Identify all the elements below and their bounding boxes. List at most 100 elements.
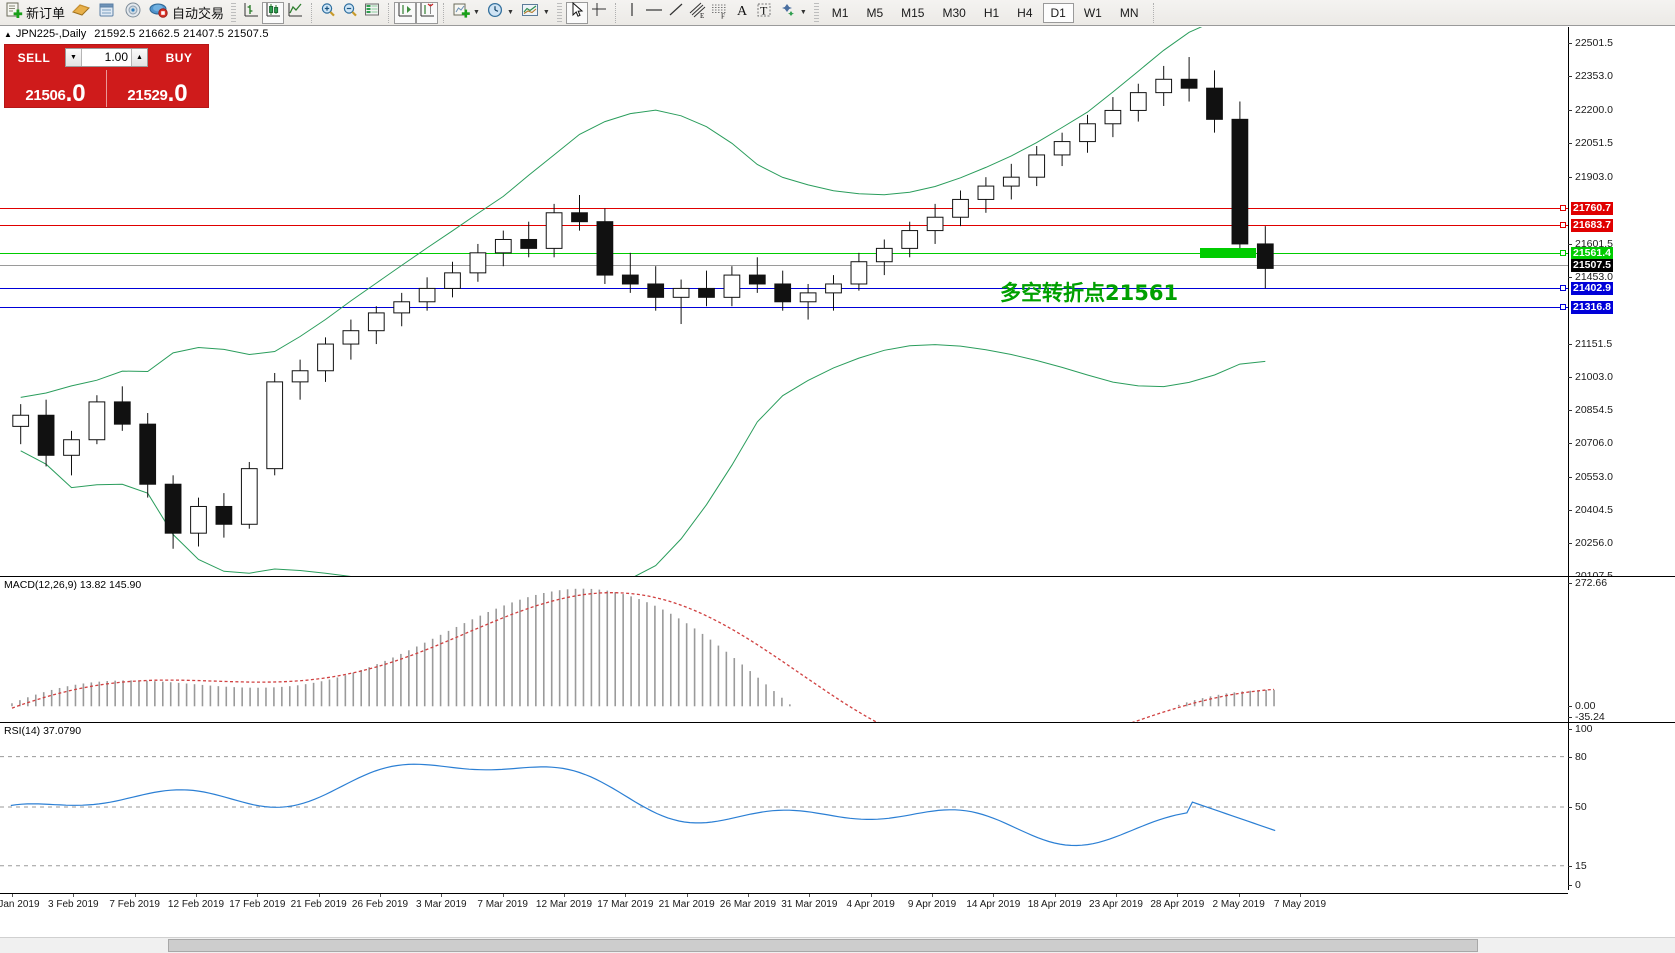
volume-dropdown-icon[interactable]: ▼	[66, 49, 82, 66]
macd-pane[interactable]: 272.66 0.00 -35.24 MACD(12,26,9) 13.82 145…	[0, 576, 1675, 723]
data-window-button[interactable]	[94, 1, 120, 25]
level-handle-pivot-level[interactable]	[1560, 249, 1566, 256]
line-chart-button[interactable]	[284, 2, 306, 24]
autotrading-button[interactable]: 自动交易	[146, 1, 227, 25]
price-axis-line	[1568, 27, 1569, 576]
price-level-line-current-price[interactable]	[0, 264, 1568, 266]
date-label: 17 Feb 2019	[229, 899, 286, 910]
timeframe-h1[interactable]: H1	[983, 5, 1000, 20]
candlestick-chart-button[interactable]	[262, 1, 285, 24]
zoom-in-button[interactable]	[317, 2, 339, 24]
date-tick	[502, 894, 504, 897]
horizontal-line-tool[interactable]	[643, 2, 665, 24]
date-axis[interactable]: 29 Jan 2019 3 Feb 2019 7 Feb 2019 12 Feb 20…	[0, 893, 1568, 915]
sell-button[interactable]: SELL	[17, 50, 51, 65]
timeframe-d1[interactable]: D1	[1042, 2, 1074, 23]
indicators-dropdown-arrow[interactable]: ▼	[473, 9, 480, 16]
price-tag-support-2[interactable]: 21316.8	[1571, 300, 1613, 314]
indicators-button[interactable]: ▼	[449, 1, 483, 25]
trendline-tool[interactable]	[665, 2, 687, 24]
price-level-line-resistance-2[interactable]	[0, 225, 1568, 227]
price-tag-pivot-level[interactable]: 21561.4	[1571, 246, 1613, 260]
crosshair-tool[interactable]	[588, 2, 610, 24]
period-button[interactable]: ▼	[483, 1, 517, 25]
autotrading-label: 自动交易	[172, 6, 225, 21]
buy-button[interactable]: BUY	[165, 50, 193, 65]
rsi-scale[interactable]: 100 80 50 15 0	[1568, 723, 1675, 891]
macd-scale[interactable]: 272.66 0.00 -35.24	[1568, 577, 1675, 723]
cursor-tool[interactable]	[565, 1, 588, 24]
scrollbar-thumb[interactable]	[168, 939, 1478, 952]
templates-button[interactable]: ▼	[517, 1, 553, 25]
objects-icon	[778, 1, 798, 24]
level-handle-support-2[interactable]	[1560, 303, 1566, 310]
one-click-trading-panel: SELL ▼ 1.00 ▲ BUY 21506 .0 21529 .0	[4, 44, 209, 108]
price-tick: 20553.0	[1568, 471, 1613, 483]
chart-collapse-icon[interactable]: ▲	[4, 29, 12, 39]
timeframe-m30[interactable]: M30	[942, 5, 966, 20]
price-tag-current-price[interactable]: 21507.5	[1571, 258, 1613, 272]
date-tick	[1177, 894, 1179, 897]
pivot-highlight-box[interactable]	[1200, 247, 1256, 258]
market-watch-button[interactable]	[68, 1, 94, 25]
volume-stepper[interactable]: ▼ 1.00 ▲	[65, 48, 148, 67]
sell-price-decimal: .0	[65, 80, 86, 107]
equidistant-channel-tool[interactable]: E	[687, 2, 709, 24]
objects-tool[interactable]: ▼	[775, 1, 810, 25]
level-handle-resistance-1[interactable]	[1560, 205, 1566, 212]
timeframe-w1[interactable]: W1	[1083, 5, 1102, 20]
bar-chart-button[interactable]	[240, 2, 262, 24]
vertical-line-tool[interactable]	[621, 2, 643, 24]
svg-text:E: E	[700, 12, 704, 19]
toolbar-gripper-1[interactable]	[231, 2, 237, 23]
objects-dropdown-arrow[interactable]: ▼	[799, 9, 807, 16]
price-scale[interactable]: 22501.5 22353.0 22200.0 22051.5 21903.0 21601…	[1568, 27, 1675, 582]
timeframe-mn[interactable]: MN	[1119, 5, 1139, 20]
timeframe-h4[interactable]: H4	[1017, 5, 1033, 20]
buy-price[interactable]: 21529 .0	[107, 70, 208, 107]
new-order-button[interactable]: 新订单	[2, 1, 68, 25]
timeframe-m15[interactable]: M15	[901, 5, 925, 20]
timeframe-m1[interactable]: M1	[831, 5, 849, 20]
price-pane[interactable]: 22501.5 22353.0 22200.0 22051.5 21903.0 21601…	[0, 27, 1675, 582]
volume-increment-icon[interactable]: ▲	[131, 49, 147, 66]
horizontal-scrollbar[interactable]	[0, 937, 1675, 953]
macd-plot-area[interactable]	[0, 577, 1568, 722]
price-tick: 20404.5	[1568, 504, 1613, 516]
auto-scroll-button[interactable]	[394, 1, 417, 24]
price-level-line-support-2[interactable]	[0, 306, 1568, 308]
price-tick: 22200.0	[1568, 104, 1613, 116]
label-tool[interactable]: T	[753, 2, 775, 24]
macd-tick: 0.00	[1568, 700, 1595, 712]
zoom-out-button[interactable]	[339, 2, 361, 24]
price-tag-resistance-2[interactable]: 21683.7	[1571, 219, 1613, 233]
period-dropdown-arrow[interactable]: ▼	[506, 9, 514, 16]
price-level-line-resistance-1[interactable]	[0, 208, 1568, 210]
macd-indicator-label[interactable]: MACD(12,26,9) 13.82 145.90	[4, 579, 142, 591]
date-tick	[748, 894, 749, 897]
navigator-button[interactable]	[120, 1, 146, 25]
level-handle-support-1[interactable]	[1560, 284, 1566, 291]
level-handle-resistance-2[interactable]	[1560, 222, 1566, 229]
volume-value[interactable]: 1.00	[104, 50, 128, 64]
text-tool[interactable]: A	[731, 2, 753, 24]
templates-dropdown-arrow[interactable]: ▼	[542, 9, 550, 16]
toolbar-gripper-3[interactable]	[813, 2, 819, 23]
rsi-tick: 0	[1568, 879, 1581, 891]
price-tag-resistance-1[interactable]: 21760.7	[1571, 202, 1613, 216]
chart-shift-button[interactable]	[416, 1, 439, 24]
rsi-plot-area[interactable]	[0, 723, 1568, 890]
price-tag-support-1[interactable]: 21402.9	[1571, 281, 1613, 295]
macd-series	[11, 588, 1275, 722]
toolbar-gripper-2[interactable]	[556, 2, 562, 23]
price-plot-area[interactable]	[0, 27, 1568, 576]
data-grid-button[interactable]	[361, 2, 383, 24]
timeframe-m5[interactable]: M5	[866, 5, 884, 20]
rsi-pane[interactable]: 100 80 50 15 0 RSI(14) 37.0790	[0, 722, 1675, 891]
price-level-line-pivot-level[interactable]	[0, 252, 1568, 254]
rsi-indicator-label[interactable]: RSI(14) 37.0790	[4, 725, 82, 737]
fibonacci-tool[interactable]: F	[709, 2, 731, 24]
sell-price[interactable]: 21506 .0	[5, 70, 106, 107]
label-icon: T	[755, 1, 773, 24]
